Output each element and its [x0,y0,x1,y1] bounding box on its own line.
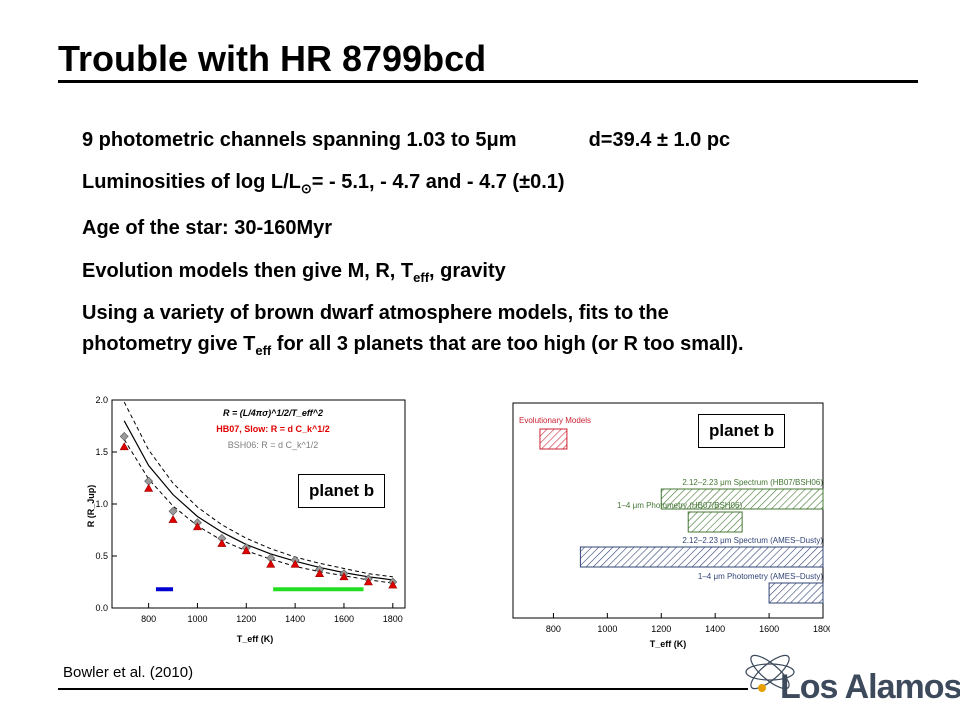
range-label: 2.12–2.23 μm Spectrum (AMES–Dusty) [682,536,823,545]
y-tick-label: 2.0 [95,395,108,405]
legend-entry-analytic: R = (L/4πσ)^1/2/T_eff^2 [223,408,323,418]
bullet-text: Using a variety of brown dwarf atmospher… [82,302,669,324]
teff-range-bar [579,546,824,568]
x-axis-label: T_eff (K) [237,634,274,644]
x-tick-label: 1000 [597,624,617,634]
teff-range-bar [687,511,743,533]
hb07-point [241,546,251,555]
teff-range-bar [768,582,824,604]
x-tick-label: 1600 [334,614,354,624]
bullet-evolution-models: Evolution models then give M, R, Teff, g… [82,259,506,285]
y-tick-label: 0.0 [95,603,108,613]
logo-wordmark: Los Alamos [780,668,960,706]
bullet-atmosphere-models-cont: photometry give Teff for all 3 planets t… [82,332,744,358]
x-tick-label: 1400 [285,614,305,624]
hb07-point [315,569,325,577]
los-alamos-logo [745,654,795,692]
bullet-photometric-channels: 9 photometric channels spanning 1.03 to … [82,128,730,152]
x-tick-label: 1400 [705,624,725,634]
bullet-text: Age of the star: 30-160Myr [82,217,333,239]
footer-divider [58,688,748,690]
range-label: 1–4 μm Photometry (HB07/BSH06) [617,501,742,510]
bullet-luminosities: Luminosities of log L/L⊙= - 5.1, - 4.7 a… [82,170,565,196]
title-underline [58,80,918,83]
planet-b-label-left: planet b [298,474,386,508]
y-tick-label: 1.5 [95,447,108,457]
hb07-point [192,522,202,531]
range-label: Evolutionary Models [519,416,591,425]
teff-range-chart: Evolutionary Models 2.12–2.23 μm Spectrum… [512,402,830,649]
bullet-text: 9 photometric channels spanning 1.03 to … [82,129,517,151]
plot-frame [512,402,824,619]
citation: Bowler et al. (2010) [63,664,194,681]
eff-subscript: eff [255,343,272,358]
bullet-text: = - 5.1, - 4.7 and - 4.7 (±0.1) [311,171,565,193]
slide-title: Trouble with HR 8799bcd [58,38,487,79]
hb07-point [388,580,398,589]
hb07-point [119,442,129,451]
teff-range-bar [539,428,568,450]
x-tick-label: 1800 [383,614,403,624]
distance-text: d=39.4 ± 1.0 pc [588,129,731,151]
legend-entry-hb07: HB07, Slow: R = d C_k^1/2 [216,424,330,434]
lower-bound-curve [123,439,393,584]
hb07-point [168,514,178,523]
hb07-point [290,559,300,568]
range-label: 1–4 μm Photometry (AMES–Dusty) [698,572,823,581]
hb07-point [363,577,373,586]
planet-b-label-right: planet b [698,414,786,448]
bsh06-point [119,431,129,441]
bullet-text: , gravity [429,260,506,282]
legend-entry-bsh06: BSH06: R = d C_k^1/2 [228,440,319,450]
teff-range-bar [660,488,824,510]
y-tick-label: 1.0 [95,499,108,509]
x-tick-label: 1200 [236,614,256,624]
bullet-atmosphere-models: Using a variety of brown dwarf atmospher… [82,301,669,325]
x-tick-label: 1600 [759,624,779,634]
hb07-point [144,483,154,492]
y-tick-label: 0.5 [95,551,108,561]
x-tick-label: 1000 [187,614,207,624]
bullet-text: photometry give T [82,333,256,355]
x-tick-label: 800 [141,614,156,624]
bullet-text: for all 3 planets that are too high (or … [271,333,744,355]
radius-vs-teff-chart: 800 1000 1200 1400 1600 1800 0.0 0.5 1.0 1.5 2.0 R… [86,395,406,644]
sun-subscript: ⊙ [300,181,312,196]
bullet-text: Luminosities of log L/L [82,171,301,193]
x-tick-label: 1800 [813,624,830,634]
bullet-text: Evolution models then give M, R, T [82,260,414,282]
x-tick-label: 800 [546,624,561,634]
bullet-age: Age of the star: 30-160Myr [82,216,332,240]
range-label: 2.12–2.23 μm Spectrum (HB07/BSH06) [682,478,823,487]
x-axis-label: T_eff (K) [650,639,687,649]
y-axis-label: R (R_Jup) [86,485,96,528]
hb07-point [339,572,349,581]
hb07-point [266,559,276,568]
eff-subscript: eff [413,270,430,285]
hb07-point [217,538,227,547]
x-tick-label: 1200 [651,624,671,634]
